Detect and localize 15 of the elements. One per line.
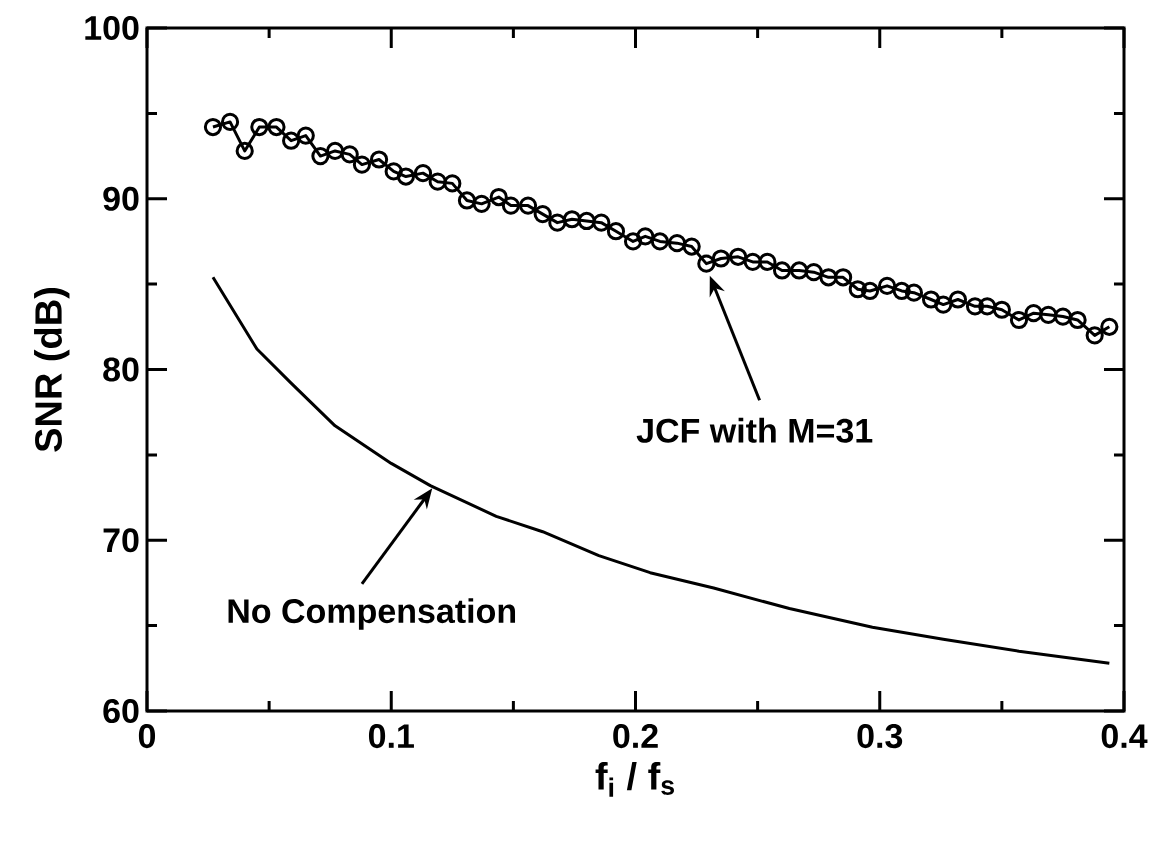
annotation: No Compensation — [228, 598, 516, 630]
x-tick-label: 0 — [138, 724, 156, 749]
y-tick-label: 80 — [103, 357, 139, 382]
x-axis-title: f$_{i}$ / f$_{s}$ — [595, 761, 674, 797]
x-tick-label: 0.1 — [368, 724, 414, 749]
line-series — [211, 275, 1111, 665]
y-tick-label: 60 — [103, 698, 139, 724]
x-tick-label: 0.4 — [1101, 724, 1148, 749]
annotation: JCF with M=31 — [636, 417, 873, 443]
x-tick-label: 0.3 — [857, 724, 903, 749]
x-tick-label: 0.2 — [613, 724, 658, 749]
y-tick-label: 90 — [103, 186, 139, 211]
y-tick-label: 70 — [103, 528, 139, 553]
y-tick-label: 100 — [85, 15, 139, 41]
y-axis-title: SNR (dB) — [34, 288, 70, 452]
